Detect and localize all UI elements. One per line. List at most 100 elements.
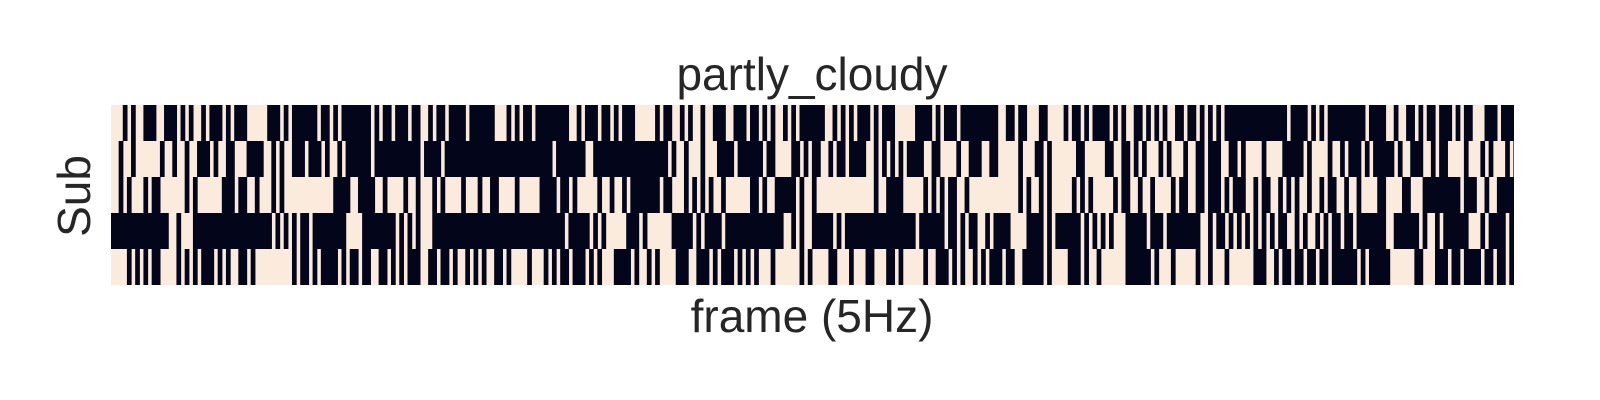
heatmap-cell-run-sub-1: [767, 105, 771, 141]
heatmap-cell-run-sub-5: [1014, 249, 1023, 285]
heatmap-cell-run-sub-5: [181, 249, 185, 285]
heatmap-cell-run-sub-1: [618, 105, 623, 141]
heatmap-cell-run-sub-3: [197, 177, 222, 213]
heatmap-cell-run-sub-5: [358, 249, 363, 285]
heatmap-cell-run-sub-3: [1155, 177, 1171, 213]
heatmap-cell-run-sub-5: [734, 249, 738, 285]
heatmap-cell-run-sub-5: [1480, 249, 1485, 285]
heatmap-cell-run-sub-3: [688, 177, 693, 213]
heatmap-cell-run-sub-1: [940, 105, 944, 141]
heatmap-cell-run-sub-5: [247, 249, 251, 285]
heatmap-cell-run-sub-1: [379, 105, 383, 141]
heatmap-cell-run-sub-3: [969, 177, 1019, 213]
heatmap-cell-run-sub-3: [936, 177, 940, 213]
heatmap-cell-run-sub-5: [337, 249, 342, 285]
heatmap-cell-run-sub-1: [317, 105, 321, 141]
heatmap-cell-run-sub-2: [234, 141, 247, 177]
heatmap-cell-run-sub-2: [1113, 141, 1122, 177]
heatmap-cell-run-sub-1: [853, 105, 858, 141]
heatmap-cell-run-sub-1: [280, 105, 284, 141]
heatmap-cell-run-sub-3: [804, 177, 812, 213]
heatmap-cell-run-sub-4: [1266, 213, 1270, 249]
heatmap-cell-run-sub-2: [210, 141, 214, 177]
heatmap-cell-run-sub-5: [511, 249, 528, 285]
heatmap-cell-run-sub-4: [346, 213, 363, 249]
heatmap-cell-run-sub-4: [606, 213, 627, 249]
heatmap-cell-run-sub-2: [940, 141, 957, 177]
heatmap-cell-run-sub-1: [156, 105, 165, 141]
heatmap-cell-run-sub-3: [445, 177, 462, 213]
heatmap-cell-run-sub-1: [705, 105, 713, 141]
heatmap-cell-run-sub-1: [569, 105, 577, 141]
heatmap-cell-run-sub-5: [470, 249, 474, 285]
heatmap-cell-run-sub-4: [721, 213, 726, 249]
heatmap-cell-run-sub-5: [903, 249, 924, 285]
heatmap-cell-run-sub-2: [1447, 141, 1464, 177]
heatmap-cell-run-sub-5: [742, 249, 746, 285]
heatmap-cell-run-sub-4: [1274, 213, 1279, 249]
heatmap-cell-run-sub-1: [1435, 105, 1440, 141]
heatmap-cell-run-sub-4: [280, 213, 284, 249]
heatmap-cell-run-sub-4: [403, 213, 408, 249]
heatmap-cell-run-sub-2: [189, 141, 198, 177]
heatmap-cell-run-sub-5: [1423, 249, 1435, 285]
heatmap-cell-run-sub-2: [762, 141, 767, 177]
heatmap-cell-run-sub-5: [750, 249, 755, 285]
x-axis-label: frame (5Hz): [691, 290, 934, 342]
heatmap-cell-run-sub-4: [1200, 213, 1209, 249]
heatmap-cell-run-sub-3: [1084, 177, 1089, 213]
heatmap-cell-run-sub-2: [1022, 141, 1035, 177]
heatmap-cell-run-sub-2: [878, 141, 883, 177]
heatmap-cell-run-sub-2: [1394, 141, 1398, 177]
heatmap-cell-run-sub-3: [1489, 177, 1497, 213]
heatmap-cell-run-sub-3: [614, 177, 623, 213]
heatmap-cell-run-sub-1: [895, 105, 916, 141]
heatmap-cell-run-sub-4: [701, 213, 705, 249]
heatmap-cell-run-sub-5: [688, 249, 697, 285]
heatmap-cell-run-sub-4: [1043, 213, 1048, 249]
heatmap-cell-run-sub-3: [1043, 177, 1048, 213]
heatmap-cell-run-sub-1: [1196, 105, 1200, 141]
heatmap-cell-run-sub-2: [1423, 141, 1431, 177]
heatmap-cell-run-sub-3: [705, 177, 709, 213]
heatmap-cell-run-sub-4: [1485, 213, 1489, 249]
heatmap-cell-run-sub-3: [189, 177, 193, 213]
heatmap-cell-run-sub-3: [123, 177, 127, 213]
heatmap-cell-run-sub-5: [1212, 249, 1225, 285]
heatmap-cell-run-sub-4: [1249, 213, 1254, 249]
heatmap-cell-run-sub-5: [758, 249, 771, 285]
heatmap-cell-run-sub-2: [1402, 141, 1411, 177]
heatmap-cell-run-sub-3: [160, 177, 185, 213]
heatmap-cell-run-sub-3: [944, 177, 949, 213]
heatmap-cell-run-sub-3: [569, 177, 573, 213]
heatmap-cell-run-sub-5: [837, 249, 850, 285]
heatmap-cell-run-sub-1: [1080, 105, 1085, 141]
heatmap-cell-run-sub-1: [659, 105, 664, 141]
heatmap-cell-run-sub-1: [1047, 105, 1064, 141]
heatmap-cell-run-sub-5: [804, 249, 808, 285]
heatmap-cell-run-sub-5: [1088, 249, 1097, 285]
heatmap-cell-run-sub-1: [230, 105, 235, 141]
heatmap-cell-run-sub-5: [853, 249, 866, 285]
heatmap-cell-run-sub-3: [1258, 177, 1262, 213]
heatmap-cell-run-sub-4: [597, 213, 602, 249]
heatmap-cell-run-sub-5: [197, 249, 202, 285]
heatmap-cell-run-sub-1: [1212, 105, 1217, 141]
heatmap-cell-run-sub-4: [1386, 213, 1394, 249]
heatmap-cell-run-sub-5: [593, 249, 598, 285]
heatmap-cell-run-sub-5: [1159, 249, 1171, 285]
heatmap-cell-run-sub-3: [482, 177, 491, 213]
heatmap-cell-run-sub-4: [1287, 213, 1295, 249]
heatmap-cell-run-sub-5: [812, 249, 829, 285]
heatmap-cell-run-sub-2: [276, 141, 280, 177]
heatmap-cell-run-sub-1: [1472, 105, 1485, 141]
heatmap-cell-run-sub-1: [1287, 105, 1291, 141]
heatmap-cell-run-sub-2: [1311, 141, 1328, 177]
heatmap-cell-run-sub-2: [585, 141, 594, 177]
heatmap-cell-run-sub-3: [1175, 177, 1180, 213]
heatmap-cell-run-sub-5: [717, 249, 722, 285]
heatmap-cell-run-sub-5: [1505, 249, 1510, 285]
heatmap-cell-run-sub-2: [1051, 141, 1076, 177]
heatmap-cell-run-sub-2: [1245, 141, 1262, 177]
heatmap-cell-run-sub-1: [288, 105, 292, 141]
